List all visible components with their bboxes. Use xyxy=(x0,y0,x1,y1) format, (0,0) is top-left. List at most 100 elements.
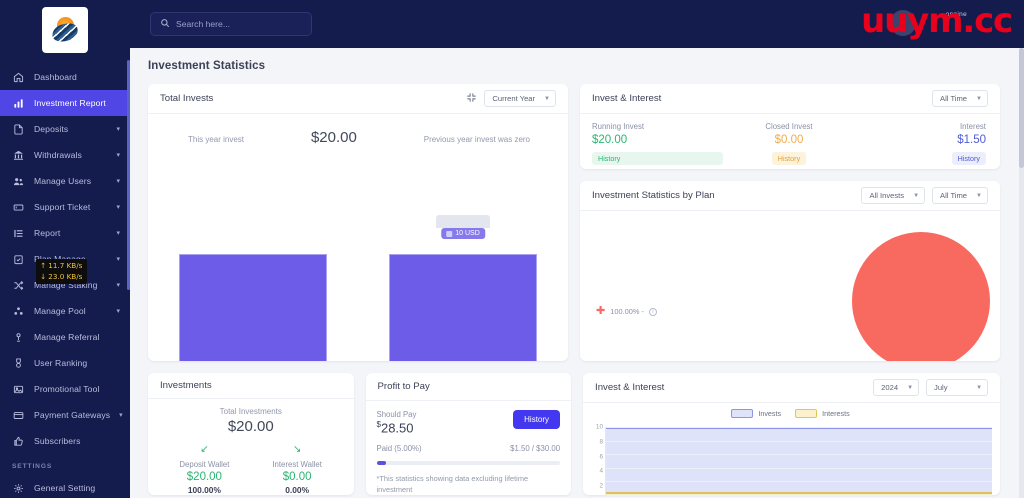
chevron-down-icon: ▾ xyxy=(116,152,120,159)
chart-bar[interactable] xyxy=(389,254,537,361)
sidebar-item-manage-staking[interactable]: Manage Staking ▾ xyxy=(0,272,130,298)
legend-label: Invests xyxy=(758,409,782,418)
collapse-fullscreen-icon[interactable] xyxy=(466,90,477,108)
tooltip-value: 10 USD xyxy=(455,230,480,237)
history-pill[interactable]: History xyxy=(951,152,986,165)
stat-label: Running Invest xyxy=(592,122,645,131)
sidebar-item-label: Support Ticket xyxy=(34,202,91,212)
page-scrollbar[interactable] xyxy=(1019,48,1024,498)
sidebar-item-label: Withdrawals xyxy=(34,150,82,160)
card-title: Investments xyxy=(160,380,212,391)
grid-line xyxy=(606,481,993,483)
sidebar-item-manage-referral[interactable]: Manage Referral xyxy=(0,324,130,350)
card-header: Invest & Interest All Time ▼ xyxy=(580,84,1000,114)
logo-disc-shape xyxy=(50,21,80,44)
sidebar-item-withdrawals[interactable]: Withdrawals ▾ xyxy=(0,142,130,168)
plan-invests-select[interactable]: All Invests ▼ xyxy=(861,187,926,204)
chart-year-select[interactable]: 2024 ▼ xyxy=(873,379,920,396)
info-icon[interactable]: i xyxy=(648,307,657,316)
chart-bar[interactable] xyxy=(179,254,327,361)
sidebar-scrollbar[interactable] xyxy=(127,60,130,290)
sidebar-item-manage-pool[interactable]: Manage Pool ▾ xyxy=(0,298,130,324)
sidebar-item-report[interactable]: Report ▾ xyxy=(0,220,130,246)
invest-interest-card: Invest & Interest All Time ▼ Running Inv… xyxy=(580,84,1000,169)
legend-item-invests[interactable]: Invests xyxy=(731,409,781,418)
history-pill[interactable]: History xyxy=(592,152,724,165)
this-year-invest-label: This year invest xyxy=(188,135,245,144)
sidebar-item-payment-gateways[interactable]: Payment Gateways ▾ xyxy=(0,402,130,428)
clipboard-check-icon xyxy=(12,254,25,265)
wallet-percent: 100.00% xyxy=(187,485,221,495)
bar-slot xyxy=(148,246,358,361)
avatar[interactable] xyxy=(890,10,916,36)
network-download-speed: ↓ 23.0 KB/s xyxy=(40,272,83,281)
sidebar-section-settings: SETTINGS xyxy=(12,463,53,470)
sidebar-item-deposits[interactable]: Deposits ▾ xyxy=(0,116,130,142)
card-title: Profit to Pay xyxy=(377,380,430,392)
shuffle-icon xyxy=(12,280,25,291)
stat-value: $0.00 xyxy=(774,134,804,146)
plot-area xyxy=(605,427,993,496)
chevron-down-icon: ▾ xyxy=(116,282,120,289)
y-tick-label: 8 xyxy=(599,438,604,446)
sidebar-item-promotional-tool[interactable]: Promotional Tool xyxy=(0,376,130,402)
page-scrollbar-thumb[interactable] xyxy=(1019,48,1024,168)
sidebar-item-general-setting[interactable]: General Setting xyxy=(0,475,130,498)
chevron-down-icon: ▼ xyxy=(907,384,914,391)
chevron-down-icon: ▼ xyxy=(976,384,983,391)
users-icon xyxy=(12,176,25,187)
card-header: Profit to Pay xyxy=(365,373,572,401)
invest-interest-body: Running Invest $20.00 History Closed Inv… xyxy=(580,114,1000,169)
total-invests-summary: This year invest $20.00 Previous year in… xyxy=(148,129,568,146)
profit-note: *This statistics showing data excluding … xyxy=(376,474,529,494)
search-input[interactable] xyxy=(150,12,312,36)
bar-chart-icon xyxy=(12,98,25,109)
chart-month-value: July xyxy=(934,383,948,392)
wallet-value: $20.00 xyxy=(186,471,222,483)
deposit-wallet: ↙ Deposit Wallet $20.00 100.00% xyxy=(158,445,251,496)
wallet-percent: 0.00% xyxy=(285,485,310,495)
wallet-label: Deposit Wallet xyxy=(179,460,230,469)
ticket-icon xyxy=(12,202,25,213)
sidebar-item-support-ticket[interactable]: Support Ticket ▾ xyxy=(0,194,130,220)
chevron-down-icon: ▾ xyxy=(116,230,120,237)
home-icon xyxy=(12,72,25,83)
wallet-breakdown: ↙ Deposit Wallet $20.00 100.00% ↘ Intere… xyxy=(158,445,344,496)
running-invest-column: Running Invest $20.00 History xyxy=(592,122,724,169)
year-period-select[interactable]: Current Year ▼ xyxy=(484,90,556,107)
wallet-value: $0.00 xyxy=(282,471,312,483)
sidebar-item-label: Manage Pool xyxy=(34,306,86,316)
total-invests-body: This year invest $20.00 Previous year in… xyxy=(148,114,568,361)
series-invests-area[interactable] xyxy=(606,427,993,495)
series-interests-area[interactable] xyxy=(606,491,993,495)
pie-chart-slice[interactable] xyxy=(852,232,990,361)
tooltip-swatch-icon xyxy=(446,230,453,237)
investment-statistics-by-plan-card: Investment Statistics by Plan All Invest… xyxy=(580,181,1000,361)
sidebar-item-label: Manage Staking xyxy=(34,280,98,290)
card-header: Investment Statistics by Plan All Invest… xyxy=(580,181,1000,211)
stat-value: $1.50 xyxy=(957,134,986,146)
sidebar-item-investment-report[interactable]: Investment Report xyxy=(0,90,130,116)
this-year-invest-value: $20.00 xyxy=(310,129,357,146)
chevron-down-icon: ▼ xyxy=(544,95,550,102)
history-button[interactable]: History xyxy=(513,409,561,429)
profit-to-pay-card: Profit to Pay Should Pay $28.50 History … xyxy=(365,373,572,495)
interest-column: Interest $1.50 History xyxy=(855,122,986,169)
paid-progress-fill xyxy=(376,461,386,465)
chart-year-value: 2024 xyxy=(881,383,899,392)
brand-logo[interactable] xyxy=(0,0,130,60)
sidebar-item-manage-users[interactable]: Manage Users ▾ xyxy=(0,168,130,194)
sidebar-item-subscribers[interactable]: Subscribers xyxy=(0,428,130,454)
y-axis: 0246810 xyxy=(589,424,605,498)
chevron-down-icon: ▾ xyxy=(116,308,120,315)
legend-item-interests[interactable]: Interests xyxy=(795,409,850,418)
sidebar-item-user-ranking[interactable]: User Ranking xyxy=(0,350,130,376)
plan-time-select[interactable]: All Time ▼ xyxy=(932,187,988,204)
search-field[interactable] xyxy=(176,19,286,29)
invest-interest-chart-card: Invest & Interest 2024 ▼ July ▼ xyxy=(583,373,1001,498)
history-pill[interactable]: History xyxy=(771,152,807,165)
chart-month-select[interactable]: July ▼ xyxy=(926,379,989,396)
previous-year-note: Previous year invest was zero xyxy=(423,135,530,144)
invest-interest-period-select[interactable]: All Time ▼ xyxy=(932,90,988,107)
sidebar-item-dashboard[interactable]: Dashboard xyxy=(0,64,130,90)
